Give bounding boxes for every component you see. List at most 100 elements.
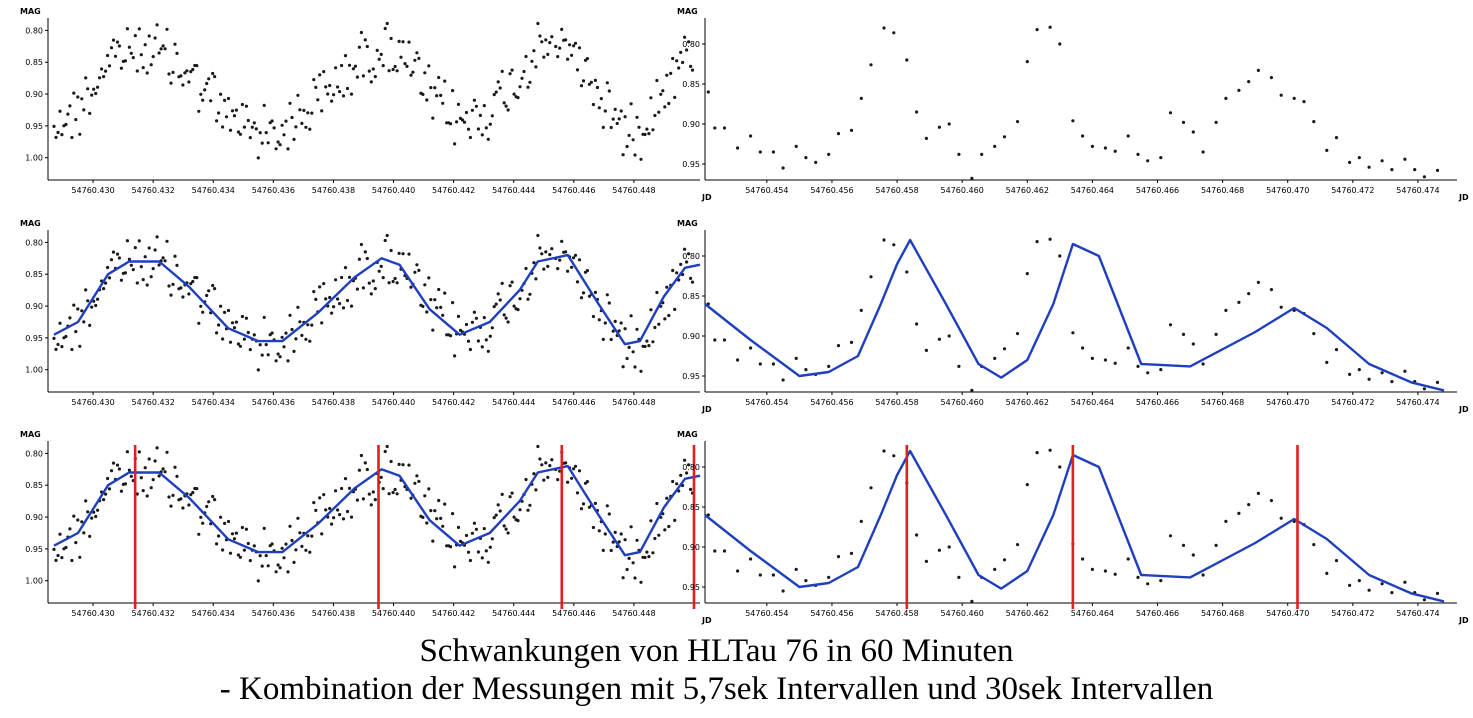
data-point: [544, 250, 548, 254]
data-point: [540, 252, 544, 256]
data-point: [88, 323, 92, 327]
data-point: [683, 247, 687, 251]
data-point: [205, 81, 209, 86]
y-tick-label: 0.85: [25, 481, 43, 490]
data-point: [224, 115, 229, 119]
data-point: [244, 527, 248, 531]
data-point: [749, 557, 753, 561]
data-point: [84, 499, 88, 503]
data-point: [665, 496, 669, 500]
data-point: [248, 348, 252, 352]
data-point: [417, 268, 421, 272]
y-tick-label: 0.80: [25, 449, 43, 458]
data-point: [585, 269, 590, 273]
data-point: [393, 487, 397, 492]
data-point: [286, 359, 290, 363]
data-point: [219, 92, 223, 96]
data-point: [869, 63, 873, 67]
data-point: [82, 531, 86, 535]
data-point: [119, 66, 123, 70]
data-point: [579, 296, 584, 300]
data-point: [119, 489, 123, 493]
data-point: [141, 66, 145, 70]
data-point: [107, 276, 112, 280]
data-point: [334, 278, 338, 282]
data-point: [1435, 168, 1440, 172]
data-point: [736, 569, 740, 573]
data-point: [181, 295, 185, 299]
data-point: [282, 133, 286, 137]
data-point: [536, 233, 540, 238]
data-point: [270, 331, 274, 335]
data-point: [1035, 240, 1039, 244]
data-point: [472, 310, 476, 314]
data-point: [104, 492, 108, 496]
y-axis-title: MAG: [20, 219, 41, 228]
data-point: [1269, 288, 1273, 292]
data-point: [427, 487, 431, 491]
data-point: [1048, 237, 1052, 241]
data-point: [673, 307, 677, 311]
y-tick-label: 0.95: [682, 583, 700, 592]
data-point: [570, 476, 574, 480]
data-point: [347, 275, 352, 279]
x-tick-label: 54760.464: [1071, 186, 1114, 195]
data-point: [1380, 582, 1384, 586]
data-point: [199, 304, 203, 308]
data-point: [238, 132, 242, 136]
data-point: [425, 98, 429, 102]
y-tick-label: 1.00: [25, 577, 43, 586]
y-axis-title: MAG: [20, 430, 41, 439]
data-point: [482, 104, 486, 108]
data-point: [381, 64, 385, 68]
data-point: [504, 316, 508, 320]
data-point: [234, 531, 238, 535]
data-point: [389, 459, 393, 464]
data-point: [466, 550, 471, 554]
data-point: [621, 576, 625, 580]
x-tick-label: 54760.468: [1201, 186, 1244, 195]
data-point: [179, 286, 183, 290]
data-point: [84, 76, 88, 80]
data-point: [1334, 136, 1339, 140]
y-tick-label: 0.85: [25, 58, 43, 67]
data-point: [1002, 347, 1007, 351]
data-point: [494, 302, 498, 306]
data-point: [611, 117, 615, 121]
data-point: [1181, 120, 1186, 124]
data-point: [415, 474, 419, 478]
data-point: [322, 70, 326, 74]
data-point: [403, 62, 407, 66]
data-point: [639, 580, 643, 584]
data-point: [449, 122, 453, 126]
data-point: [189, 493, 193, 497]
data-point: [1237, 88, 1241, 92]
data-point: [544, 461, 548, 465]
data-point: [490, 537, 494, 541]
data-point: [256, 156, 260, 160]
data-point: [215, 119, 219, 123]
data-point: [197, 532, 201, 536]
data-point: [175, 263, 179, 267]
data-point: [915, 322, 919, 326]
data-point: [375, 48, 379, 53]
data-point: [892, 454, 896, 458]
data-point: [1201, 150, 1205, 154]
data-point: [595, 85, 600, 90]
data-point: [318, 73, 322, 77]
data-point: [758, 573, 762, 577]
x-tick-label: 54760.456: [810, 186, 853, 195]
data-point: [781, 378, 785, 382]
x-tick-label: 54760.474: [1396, 186, 1439, 195]
data-point: [357, 45, 361, 49]
data-point: [1403, 369, 1407, 373]
data-point: [1247, 503, 1251, 507]
data-point: [453, 142, 457, 146]
data-point: [597, 318, 601, 322]
data-point: [498, 298, 502, 302]
x-tick-label: 54760.462: [1006, 398, 1049, 407]
data-point: [90, 305, 94, 309]
data-point: [1058, 465, 1062, 469]
data-point: [353, 64, 357, 68]
x-tick-label: 54760.462: [1006, 186, 1049, 195]
